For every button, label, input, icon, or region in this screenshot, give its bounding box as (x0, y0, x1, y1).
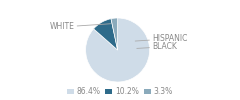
Wedge shape (94, 19, 118, 50)
Text: WHITE: WHITE (49, 22, 111, 32)
Legend: 86.4%, 10.2%, 3.3%: 86.4%, 10.2%, 3.3% (67, 87, 173, 96)
Wedge shape (86, 18, 150, 82)
Wedge shape (111, 18, 118, 50)
Text: BLACK: BLACK (137, 42, 177, 51)
Text: HISPANIC: HISPANIC (135, 34, 187, 43)
